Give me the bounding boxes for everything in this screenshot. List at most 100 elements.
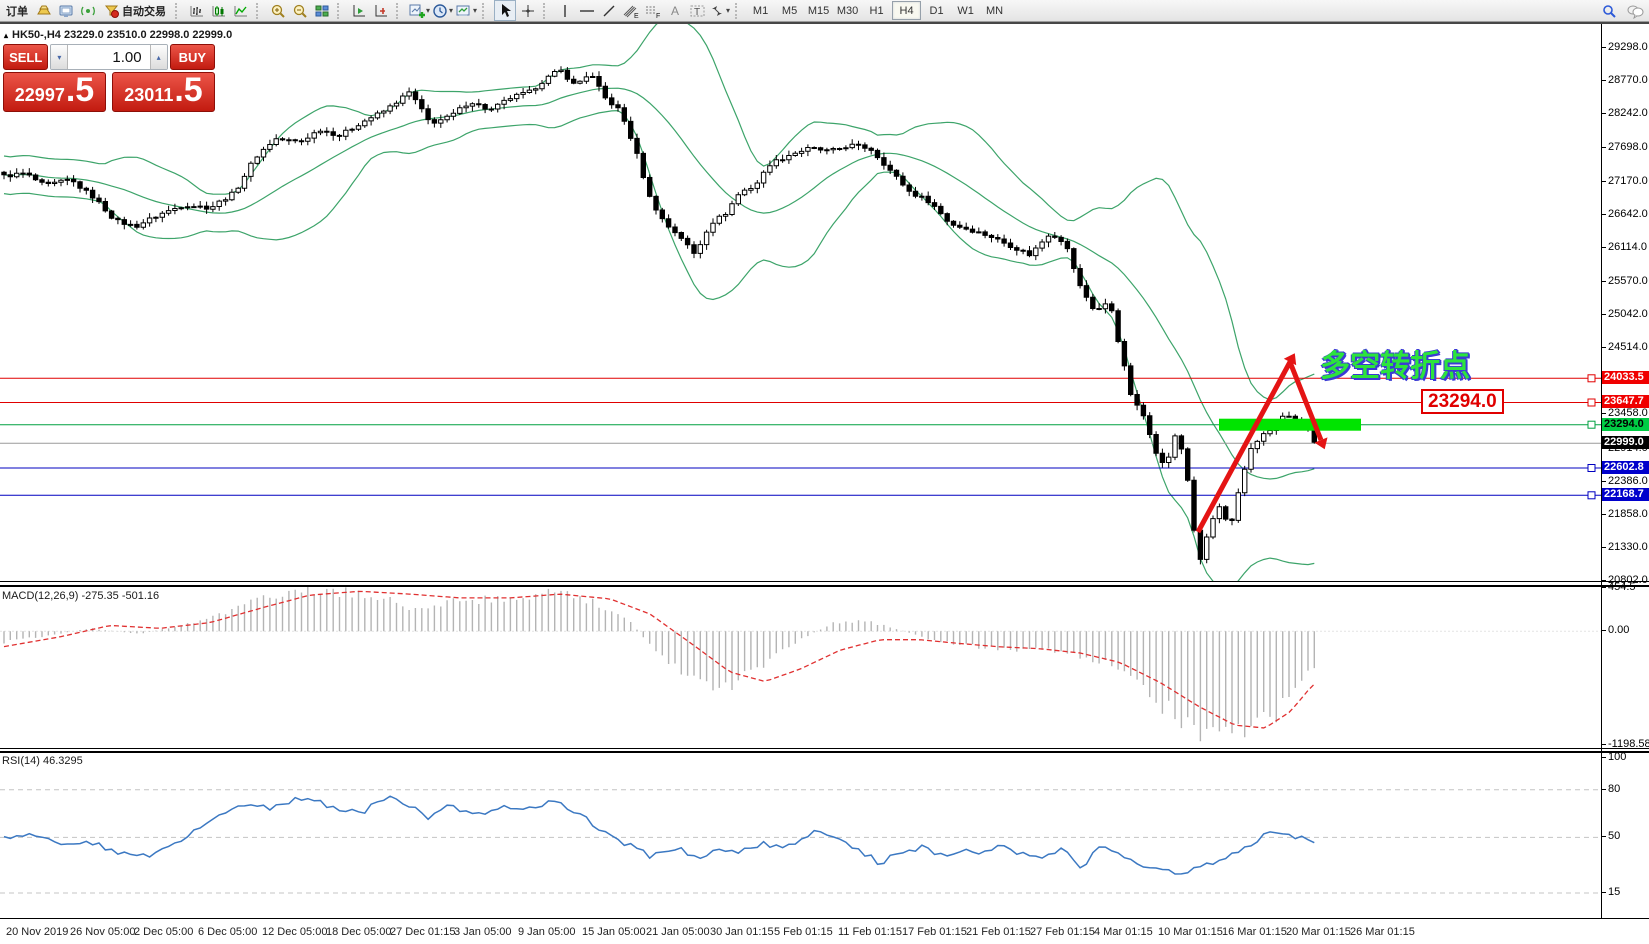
svg-text:E: E xyxy=(634,13,639,19)
toolbar-grip[interactable] xyxy=(482,2,489,19)
time-axis-label: 10 Mar 01:15 xyxy=(1158,926,1223,938)
sell-price-int: 22997 xyxy=(14,85,65,105)
price-marker-label: 23294.0 xyxy=(1602,417,1649,431)
time-axis-label: 27 Dec 01:15 xyxy=(390,926,456,938)
time-axis-label: 27 Feb 01:15 xyxy=(1030,926,1095,938)
price-axis[interactable]: 29298.0 28770.0 28242.0 27698.0 27170.0 26642… xyxy=(1602,0,1649,944)
price-tick-label: 21330.0 xyxy=(1602,541,1648,554)
toolbar-grip[interactable] xyxy=(256,2,263,19)
tab-timeframe-mn[interactable]: MN xyxy=(986,4,1004,17)
chart-title: ▴ HK50-,H4 23229.0 23510.0 22998.0 22999… xyxy=(4,29,232,41)
cursor-button[interactable] xyxy=(494,0,517,21)
auto-trading-button[interactable]: 自动交易 xyxy=(100,1,170,20)
time-axis-label: 6 Dec 05:00 xyxy=(198,926,258,938)
price-marker-label: 23647.7 xyxy=(1602,395,1649,409)
tab-timeframe-m1[interactable]: M1 xyxy=(752,4,769,17)
price-tick-label: 26114.0 xyxy=(1602,241,1647,254)
text-label-button[interactable]: T xyxy=(687,1,707,20)
auto-scroll-button[interactable] xyxy=(349,1,369,20)
buy-price-int: 23011 xyxy=(124,85,174,105)
toolbar-grip[interactable] xyxy=(735,2,742,19)
price-tick-label: 25042.0 xyxy=(1602,308,1648,321)
add-indicator-button[interactable]: ▾ xyxy=(408,1,430,20)
price-tick-label: 26642.0 xyxy=(1602,208,1648,221)
bar-chart-button[interactable] xyxy=(187,1,207,20)
macd-tick-label: 0.00 xyxy=(1602,624,1629,637)
rsi-indicator-label: RSI(14) 46.3295 xyxy=(2,755,83,767)
tab-timeframe-m5[interactable]: M5 xyxy=(781,4,798,17)
buy-button[interactable]: BUY xyxy=(169,44,215,70)
time-axis-label: 9 Jan 05:00 xyxy=(518,926,576,938)
time-axis-label: 18 Dec 05:00 xyxy=(326,926,392,938)
fibonacci-button[interactable]: F xyxy=(643,1,663,20)
trendline-button[interactable] xyxy=(599,1,619,20)
price-marker-label: 22602.8 xyxy=(1602,461,1649,475)
chat-bubbles-icon[interactable] xyxy=(1625,1,1645,20)
price-tick-label: 28242.0 xyxy=(1602,107,1648,120)
time-axis-label: 26 Mar 01:15 xyxy=(1350,926,1415,938)
volume-decrease-button[interactable]: ▾ xyxy=(51,45,69,69)
toolbar-grip[interactable] xyxy=(396,2,403,19)
signal-icon[interactable] xyxy=(78,1,98,20)
sell-button[interactable]: SELL xyxy=(3,44,49,70)
candlestick-chart-button[interactable] xyxy=(209,1,229,20)
price-tick-label: 27698.0 xyxy=(1602,141,1648,154)
new-order-button[interactable]: 订单 xyxy=(2,1,32,20)
volume-increase-button[interactable]: ▴ xyxy=(149,45,167,69)
toolbar-grip[interactable] xyxy=(337,2,344,19)
text-button[interactable]: A xyxy=(665,1,685,20)
tab-timeframe-d1[interactable]: D1 xyxy=(929,4,944,17)
tab-timeframe-h4[interactable]: H4 xyxy=(892,1,922,20)
buy-price[interactable]: 23011 .5 xyxy=(112,72,215,112)
time-axis-label: 16 Mar 01:15 xyxy=(1222,926,1287,938)
horizontal-line-button[interactable] xyxy=(577,1,597,20)
time-axis-label: 11 Feb 01:15 xyxy=(838,926,903,938)
vertical-line-button[interactable] xyxy=(555,1,575,20)
time-axis-label: 21 Jan 05:00 xyxy=(646,926,710,938)
zoom-out-button[interactable] xyxy=(290,1,310,20)
tab-timeframe-m15[interactable]: M15 xyxy=(807,4,830,17)
price-tick-label: 25570.0 xyxy=(1602,275,1648,288)
toolbar-grip[interactable] xyxy=(543,2,550,19)
volume-value[interactable]: 1.00 xyxy=(112,48,142,66)
panel-splitter[interactable] xyxy=(0,581,1649,587)
terminal-window-icon[interactable] xyxy=(56,1,76,20)
price-chart-canvas[interactable] xyxy=(0,24,1601,581)
price-tick-label: 20802.0 xyxy=(1602,574,1648,587)
macd-panel-canvas[interactable] xyxy=(0,587,1601,748)
window-divider xyxy=(0,22,1649,24)
tab-timeframe-w1[interactable]: W1 xyxy=(957,4,974,17)
period-clock-button[interactable]: ▾ xyxy=(432,1,453,20)
equidistant-channel-button[interactable]: E xyxy=(621,1,641,20)
rsi-panel-canvas[interactable] xyxy=(0,752,1601,918)
price-marker-label: 22999.0 xyxy=(1602,436,1649,450)
toolbar-grip[interactable] xyxy=(175,2,182,19)
chart-shift-button[interactable] xyxy=(371,1,391,20)
line-chart-button[interactable] xyxy=(231,1,251,20)
chevron-down-icon: ▾ xyxy=(473,6,478,15)
time-axis[interactable]: 20 Nov 2019 26 Nov 05:00 2 Dec 05:00 6 Dec … xyxy=(0,919,1649,944)
search-icon[interactable] xyxy=(1599,1,1619,20)
zoom-in-button[interactable] xyxy=(268,1,288,20)
price-tick-label: 22386.0 xyxy=(1602,475,1648,488)
crosshair-button[interactable] xyxy=(518,1,538,20)
rsi-tick-label: 50 xyxy=(1602,830,1620,843)
tile-windows-button[interactable] xyxy=(312,1,332,20)
new-order-label: 订单 xyxy=(6,5,28,18)
shapes-arrows-button[interactable]: ▾ xyxy=(709,1,730,20)
time-axis-label: 4 Mar 01:15 xyxy=(1094,926,1153,938)
svg-text:F: F xyxy=(656,13,660,19)
sell-price-dec: .5 xyxy=(65,71,95,109)
tab-timeframe-m30[interactable]: M30 xyxy=(836,4,859,17)
price-tick-label: 24514.0 xyxy=(1602,341,1648,354)
price-axis-border xyxy=(1601,24,1602,918)
rsi-tick-label: 80 xyxy=(1602,783,1620,796)
gold-ingot-icon[interactable] xyxy=(34,1,54,20)
panel-splitter[interactable] xyxy=(0,748,1649,753)
sell-price[interactable]: 22997 .5 xyxy=(3,72,106,112)
chart-template-button[interactable]: ▾ xyxy=(455,1,477,20)
tab-timeframe-h1[interactable]: H1 xyxy=(869,4,884,17)
chart-expand-icon[interactable]: ▴ xyxy=(4,30,9,40)
volume-stepper: ▾ 1.00 ▴ xyxy=(50,44,168,70)
